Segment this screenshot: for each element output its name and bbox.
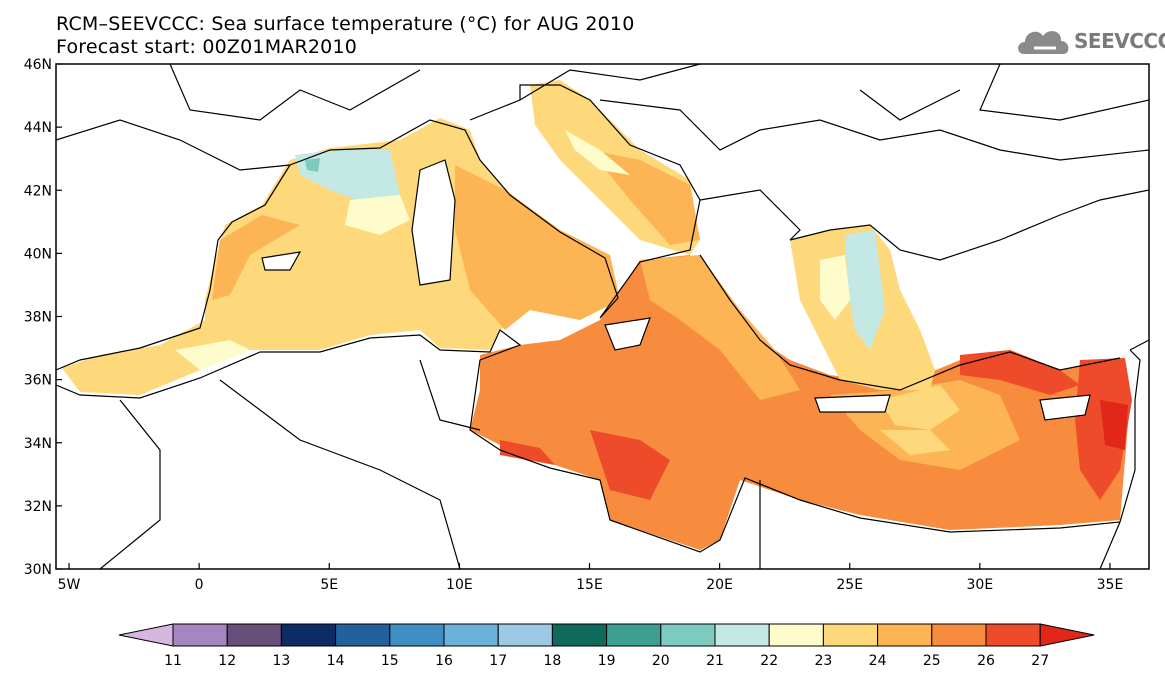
colorbar-label: 11 <box>164 653 182 669</box>
colorbar-label: 26 <box>977 653 995 669</box>
colorbar-box <box>551 623 608 647</box>
colorbar-label: 15 <box>381 653 399 669</box>
colorbar-box <box>822 623 879 647</box>
sea-temperature-field <box>62 80 1132 550</box>
colorbar-box <box>606 623 662 647</box>
colorbar-box <box>443 623 499 647</box>
colorbar-label: 14 <box>327 653 345 669</box>
colorbar-label: 20 <box>652 653 670 669</box>
colorbar-label: 24 <box>869 653 887 669</box>
map-title: RCM–SEEVCCC: Sea surface temperature (°C… <box>56 13 635 35</box>
colorbar-box <box>226 623 282 647</box>
x-tick-label: 0 <box>195 577 204 593</box>
colorbar-box <box>172 623 228 647</box>
colorbar-label: 16 <box>435 653 453 669</box>
colorbar: 11 12 13 14 15 16 17 18 19 20 21 22 23 24 25 26 27 <box>118 623 1095 669</box>
coastlines <box>56 64 1149 569</box>
colorbar-box <box>497 623 553 647</box>
colorbar-box <box>714 623 770 647</box>
x-tick-label: 10E <box>446 577 473 593</box>
colorbar-label: 23 <box>814 653 832 669</box>
x-tick-label: 5E <box>320 577 338 593</box>
colorbar-box <box>389 623 445 647</box>
y-tick-label: 44N <box>24 120 52 136</box>
y-tick-label: 36N <box>24 373 52 389</box>
colorbar-box <box>877 623 933 647</box>
colorbar-label: 17 <box>489 653 507 669</box>
colorbar-label: 13 <box>272 653 290 669</box>
cloud-logo-icon <box>1018 31 1069 54</box>
y-tick-label: 38N <box>24 310 52 326</box>
colorbar-box <box>335 623 391 647</box>
y-tick-label: 32N <box>24 499 52 515</box>
x-axis: 5W 0 5E 10E 15E 20E 25E 30E 35E <box>58 563 1124 593</box>
colorbar-low-arrow <box>118 623 174 647</box>
forecast-start-subtitle: Forecast start: 00Z01MAR2010 <box>56 36 358 58</box>
colorbar-box <box>931 623 987 647</box>
colorbar-label: 21 <box>706 653 724 669</box>
colorbar-label: 22 <box>760 653 778 669</box>
x-tick-label: 20E <box>706 577 733 593</box>
y-tick-label: 40N <box>24 246 52 262</box>
y-tick-label: 34N <box>24 436 52 452</box>
x-tick-label: 5W <box>58 577 81 593</box>
colorbar-box <box>985 623 1041 647</box>
colorbar-label: 18 <box>543 653 561 669</box>
colorbar-label: 25 <box>923 653 941 669</box>
colorbar-label: 27 <box>1031 653 1049 669</box>
y-tick-label: 30N <box>24 562 52 578</box>
colorbar-box <box>280 623 337 647</box>
y-tick-label: 42N <box>24 183 52 199</box>
x-tick-label: 25E <box>836 577 863 593</box>
x-tick-label: 30E <box>967 577 994 593</box>
y-axis: 30N 32N 34N 36N 38N 40N 42N 44N 46N <box>24 57 62 578</box>
colorbar-label: 12 <box>218 653 236 669</box>
x-tick-label: 15E <box>576 577 603 593</box>
logo-text: SEEVCCC <box>1074 29 1165 53</box>
colorbar-box <box>660 623 716 647</box>
colorbar-label: 19 <box>598 653 616 669</box>
colorbar-box <box>768 623 824 647</box>
colorbar-high-arrow <box>1039 623 1095 647</box>
y-tick-label: 46N <box>24 57 52 73</box>
seevccc-logo: SEEVCCC <box>1016 22 1165 62</box>
x-tick-label: 35E <box>1097 577 1124 593</box>
